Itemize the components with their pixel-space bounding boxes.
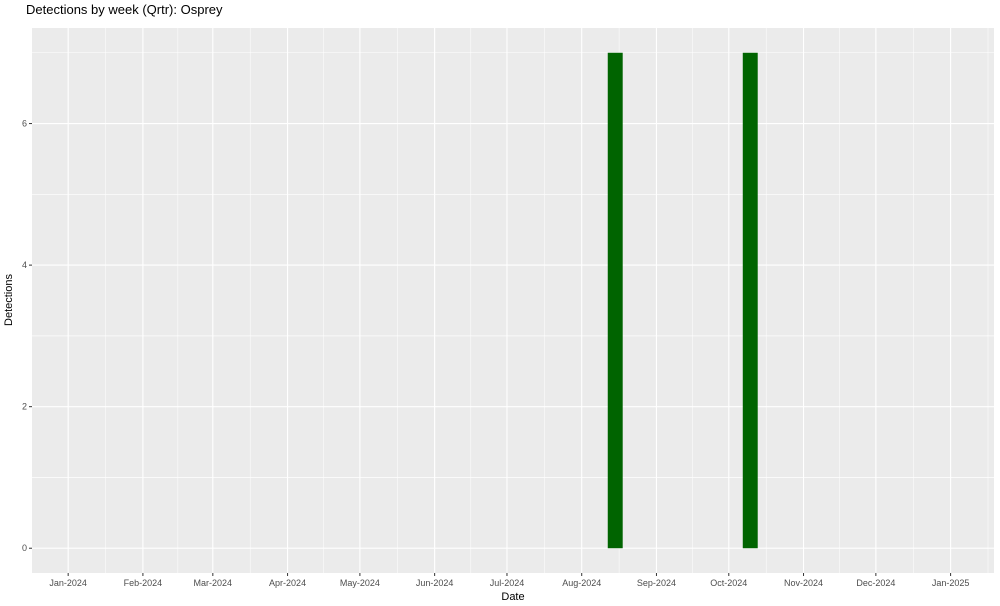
x-tick-label: Feb-2024 <box>124 578 163 588</box>
bar <box>742 52 758 549</box>
x-tick-label: Jan-2025 <box>932 578 970 588</box>
y-tick-label: 2 <box>22 402 27 412</box>
y-tick-label: 6 <box>22 119 27 129</box>
x-tick-label: Dec-2024 <box>856 578 895 588</box>
x-tick-label: Aug-2024 <box>562 578 601 588</box>
x-tick-label: Sep-2024 <box>637 578 676 588</box>
bar <box>607 52 623 549</box>
y-axis-label: Detections <box>3 274 15 326</box>
y-tick-label: 0 <box>22 543 27 553</box>
x-tick-label: Mar-2024 <box>194 578 233 588</box>
gridlines <box>32 28 994 573</box>
x-axis-label: Date <box>501 591 524 603</box>
x-tick-label: Jan-2024 <box>49 578 87 588</box>
x-tick-label: Oct-2024 <box>710 578 747 588</box>
chart-title: Detections by week (Qrtr): Osprey <box>26 2 223 17</box>
x-tick-label: Nov-2024 <box>784 578 823 588</box>
bars <box>607 52 758 549</box>
x-tick-label: May-2024 <box>340 578 380 588</box>
plot-panel <box>32 28 994 573</box>
x-tick-label: Jun-2024 <box>416 578 454 588</box>
x-tick-label: Jul-2024 <box>490 578 525 588</box>
axes: 0 2 4 6 Jan-2024 Feb-2024 Mar-2024 Apr-2024 May-… <box>22 119 969 588</box>
x-tick-label: Apr-2024 <box>269 578 306 588</box>
y-tick-label: 4 <box>22 260 27 270</box>
